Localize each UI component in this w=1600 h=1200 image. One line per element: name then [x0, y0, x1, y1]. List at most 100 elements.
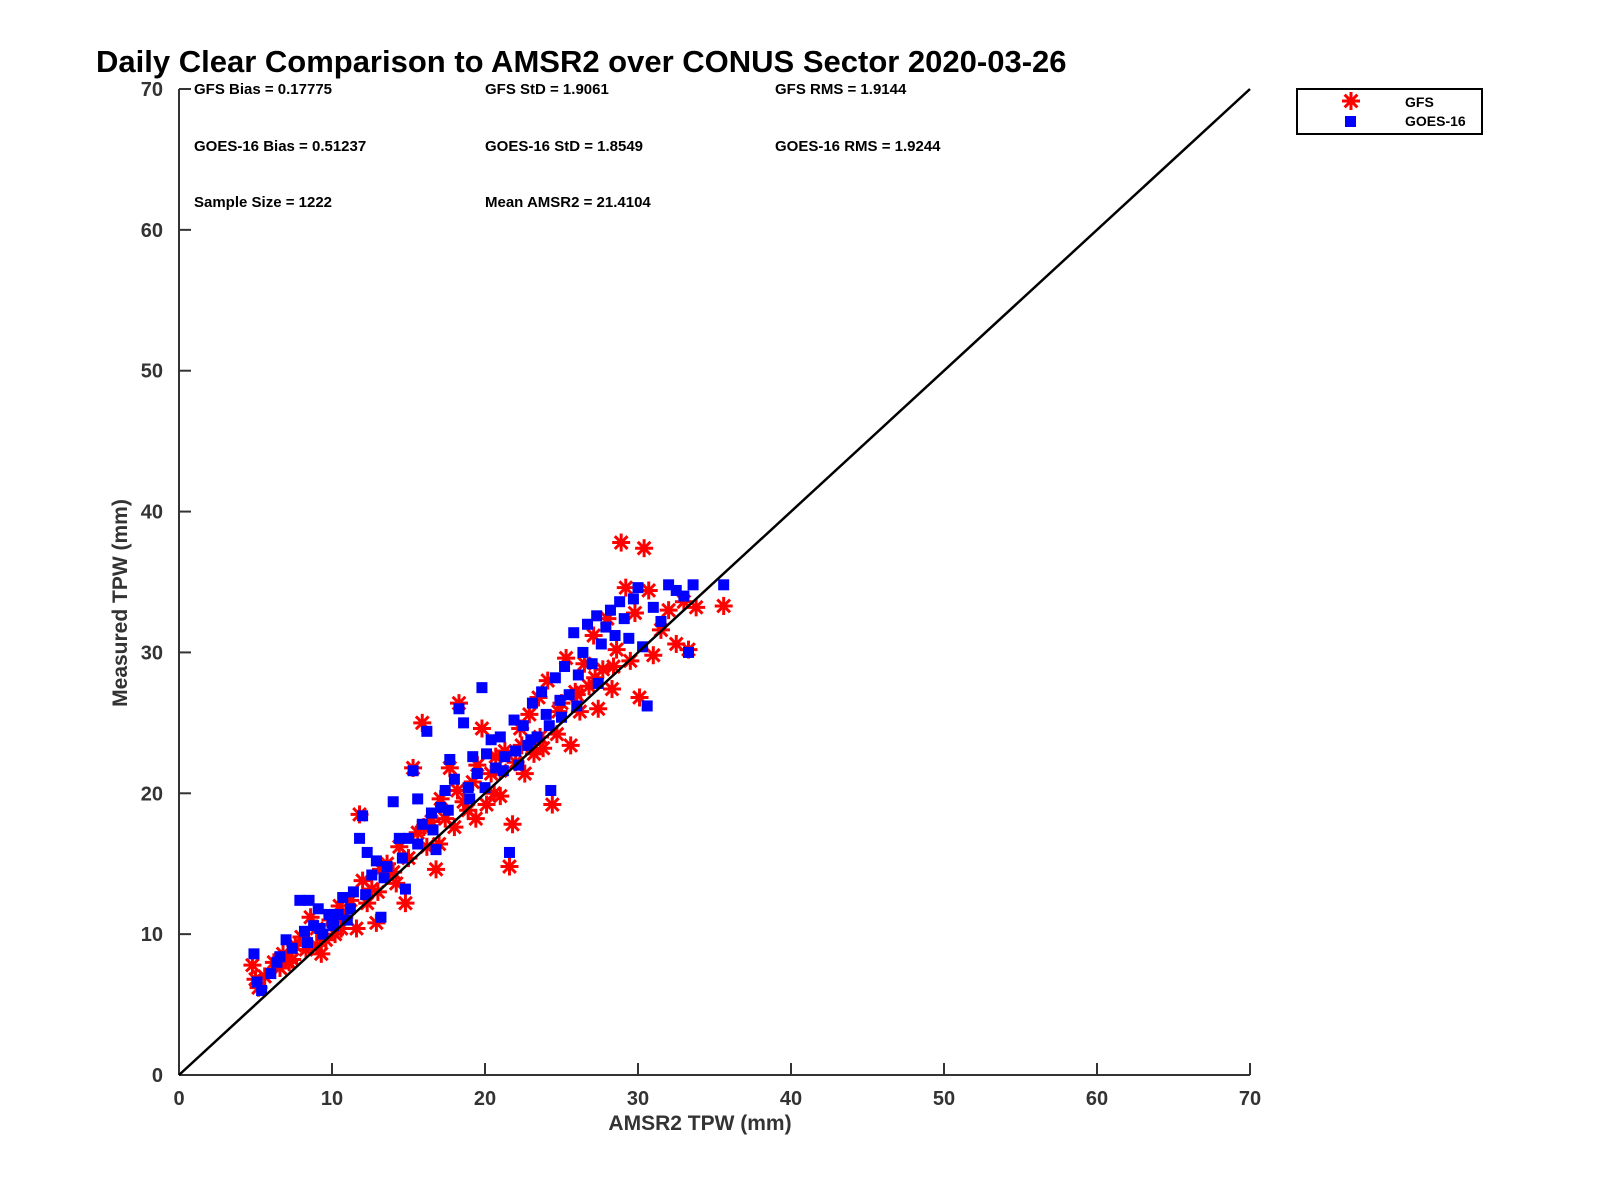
goes16-point: [595, 638, 607, 650]
legend: GFS GOES-16: [1296, 88, 1483, 135]
y-tick-label: 70: [141, 79, 163, 101]
goes16-point: [563, 689, 575, 701]
goes16-point: [396, 852, 408, 864]
goes16-point: [614, 596, 626, 608]
plot-area: 0 10 20 30 40 50 60 70 0 10 20 30 40 50 60 70: [141, 79, 1261, 1110]
goes16-point: [471, 768, 483, 780]
goes16-point: [522, 739, 534, 751]
gfs-point: [604, 657, 623, 676]
goes16-point: [317, 928, 329, 940]
gfs-point: [543, 795, 562, 814]
goes16-series: [248, 579, 730, 996]
goes16-point: [479, 782, 491, 794]
goes16-point: [718, 579, 730, 591]
gfs-point: [607, 640, 626, 659]
y-tick-label: 10: [141, 924, 163, 946]
x-tick-label: 10: [321, 1088, 343, 1110]
goes16-point: [623, 632, 635, 644]
goes16-point: [571, 700, 583, 712]
goes16-point: [462, 782, 474, 794]
stat-goes-bias: GOES-16 Bias = 0.51237: [194, 138, 366, 155]
goes16-point: [298, 925, 310, 937]
x-tick-label: 30: [627, 1088, 649, 1110]
goes16-point: [559, 661, 571, 673]
legend-box: [1296, 88, 1483, 135]
goes16-point: [632, 582, 644, 594]
x-tick-label: 40: [780, 1088, 802, 1110]
goes16-point: [425, 807, 437, 819]
gfs-point: [659, 601, 678, 620]
gfs-point: [561, 736, 580, 755]
y-tick-label: 20: [141, 783, 163, 805]
goes16-point: [554, 694, 566, 706]
goes16-point: [572, 669, 584, 681]
goes16-point: [354, 832, 366, 844]
gfs-point: [616, 578, 635, 597]
goes16-point: [280, 934, 292, 946]
goes16-point: [421, 725, 433, 737]
goes16-point: [271, 956, 283, 968]
goes16-point: [378, 872, 390, 884]
gfs-point: [283, 950, 302, 969]
goes16-point: [403, 832, 414, 844]
stat-gfs-rms: GFS RMS = 1.9144: [775, 81, 907, 98]
gfs-point: [477, 795, 496, 814]
goes16-point: [370, 855, 382, 867]
x-tick-label: 50: [933, 1088, 955, 1110]
x-tick-label: 70: [1239, 1088, 1261, 1110]
goes16-point: [256, 984, 268, 996]
goes16-point: [412, 838, 424, 850]
goes16-point: [582, 618, 594, 630]
goes16-point: [407, 765, 419, 777]
stat-gfs-std: GFS StD = 1.9061: [485, 81, 609, 98]
goes16-point: [536, 686, 548, 698]
goes16-point: [357, 810, 369, 822]
gfs-point: [635, 539, 654, 558]
goes16-point: [344, 903, 356, 915]
goes16-point: [248, 948, 260, 960]
gfs-point: [466, 809, 485, 828]
goes16-point: [303, 894, 315, 906]
gfs-point: [472, 719, 491, 738]
goes16-point: [481, 748, 493, 760]
goes16-point: [448, 773, 460, 785]
goes16-point: [531, 731, 543, 743]
goes16-point: [251, 976, 263, 988]
goes16-point: [556, 711, 567, 723]
goes16-point: [347, 886, 359, 898]
goes16-point: [525, 734, 537, 746]
goes16-point: [586, 658, 598, 670]
goes16-point: [416, 818, 428, 830]
legend-goes-square-marker: [1345, 116, 1356, 127]
goes16-point: [467, 751, 479, 763]
goes16-point: [499, 751, 511, 763]
gfs-point: [396, 894, 415, 913]
goes16-point: [513, 759, 525, 771]
goes16-point: [490, 762, 502, 774]
goes16-point: [326, 917, 338, 929]
goes16-point: [399, 883, 411, 895]
goes16-point: [549, 672, 561, 684]
gfs-point: [500, 857, 519, 876]
y-tick-label: 50: [141, 361, 163, 383]
goes16-point: [604, 604, 616, 616]
goes16-point: [494, 731, 506, 743]
gfs-point: [714, 596, 733, 615]
goes16-point: [412, 793, 424, 805]
goes16-point: [444, 753, 456, 765]
goes16-point: [294, 894, 306, 906]
gfs-point: [602, 680, 621, 699]
goes16-point: [592, 677, 604, 689]
goes16-point: [464, 793, 476, 805]
y-tick-label: 60: [141, 220, 163, 242]
goes16-point: [360, 889, 372, 901]
goes16-point: [600, 621, 612, 633]
gfs-point: [503, 815, 522, 834]
stats-annotations: GFS Bias = 0.17775 GFS StD = 1.9061 GFS …: [194, 81, 941, 211]
goes16-point: [508, 714, 520, 726]
gfs-point: [687, 598, 706, 617]
goes16-point: [577, 646, 589, 658]
x-tick-label: 0: [173, 1088, 184, 1110]
